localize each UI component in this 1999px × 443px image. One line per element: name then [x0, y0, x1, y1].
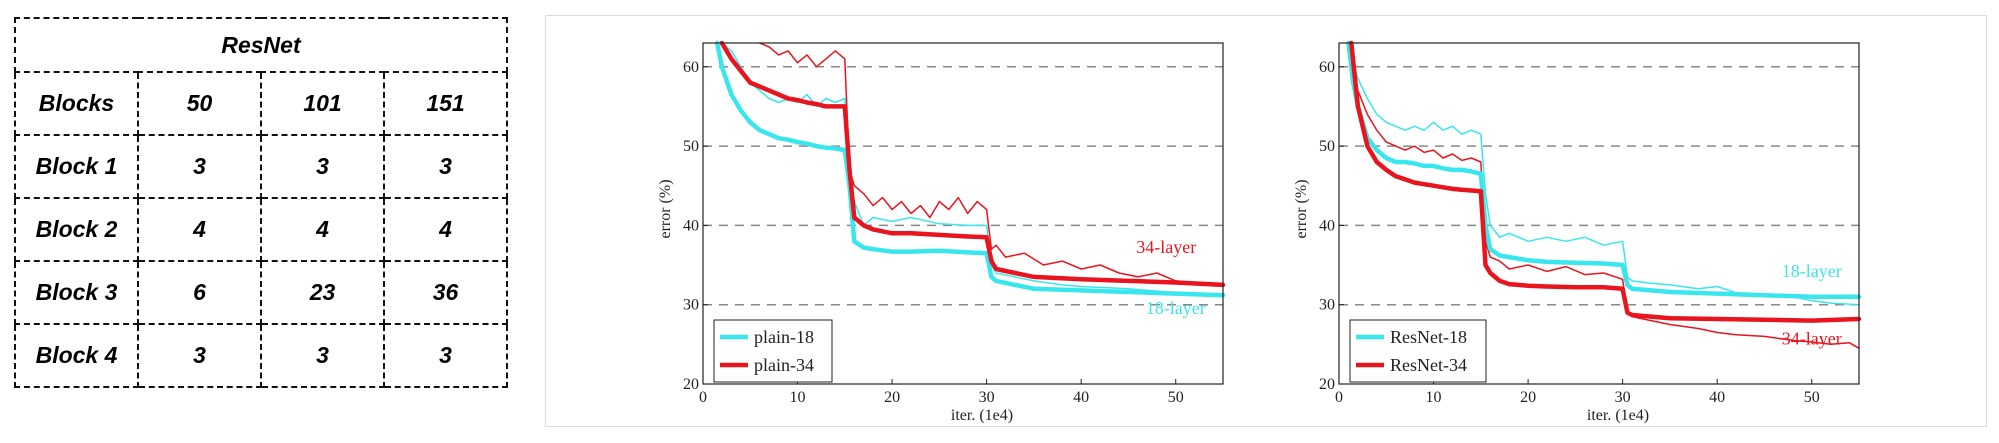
table-row-label: Block 4 [14, 323, 139, 388]
y-tick-label: 40 [683, 217, 699, 234]
series-line-resnet-34 [1349, 40, 1862, 323]
x-tick-label: 40 [1073, 389, 1089, 406]
x-tick-label: 20 [884, 389, 900, 406]
legend-label: plain-34 [754, 355, 814, 375]
training-error-charts: 0 10 20 30 40 50 20 30 40 50 60 iter. (1e4) error (%… [657, 40, 1862, 424]
table-header-cell: 151 [383, 71, 508, 136]
curve-annotation: 18-layer [1146, 298, 1206, 318]
y-tick-label: 30 [1319, 297, 1335, 314]
table-cell: 4 [260, 197, 385, 262]
series-line-thin-2 [1347, 42, 1860, 306]
x-tick-label: 0 [699, 389, 707, 406]
y-tick-label: 30 [683, 297, 699, 314]
x-tick-label: 20 [1520, 389, 1536, 406]
x-tick-label: 10 [1426, 389, 1442, 406]
table-cell: 4 [137, 197, 262, 262]
legend: plain-18 plain-34 [713, 319, 833, 383]
y-tick-label: 60 [683, 59, 699, 76]
table-cell: 3 [260, 134, 385, 199]
plot-frame [1338, 42, 1860, 385]
chart-2: 0 10 20 30 40 50 20 30 40 50 60 iter. (1e4) error (%… [1293, 40, 1862, 424]
table-row-label: Block 1 [14, 134, 139, 199]
table-title: ResNet [14, 17, 508, 73]
x-tick-label: 40 [1709, 389, 1725, 406]
x-tick-label: 50 [1168, 389, 1184, 406]
x-axis-label: iter. (1e4) [951, 407, 1013, 424]
training-curves-panel: 0 10 20 30 40 50 20 30 40 50 60 iter. (1e4) error (%… [545, 15, 1987, 427]
y-tick-label: 50 [683, 138, 699, 155]
table-header-cell: Blocks [14, 71, 139, 136]
table-cell: 3 [137, 134, 262, 199]
curve-annotation: 34-layer [1782, 328, 1842, 348]
table-title-row: ResNet [14, 17, 508, 73]
x-tick-label: 30 [1615, 389, 1631, 406]
series-line-plain-18 [714, 40, 1226, 298]
table-cell: 3 [137, 323, 262, 388]
table-cell: 3 [383, 323, 508, 388]
curve-annotation: 18-layer [1782, 261, 1842, 281]
table-cell: 36 [383, 260, 508, 325]
y-axis-label: error (%) [1293, 179, 1310, 238]
series-line-plain-34 [719, 40, 1226, 288]
x-axis-label: iter. (1e4) [1587, 407, 1649, 424]
y-axis-label: error (%) [657, 179, 674, 238]
y-tick-label: 40 [1319, 217, 1335, 234]
legend: ResNet-18 ResNet-34 [1349, 319, 1487, 383]
chart-1: 0 10 20 30 40 50 20 30 40 50 60 iter. (1e4) error (%… [657, 40, 1226, 424]
table-cell: 3 [383, 134, 508, 199]
x-tick-label: 30 [979, 389, 995, 406]
x-tick-label: 50 [1804, 389, 1820, 406]
table-cell: 3 [260, 323, 385, 388]
table-header-cell: 50 [137, 71, 262, 136]
y-tick-label: 20 [1319, 376, 1335, 393]
legend-box [713, 319, 833, 383]
legend-label: plain-18 [754, 327, 814, 347]
x-tick-label: 0 [1335, 389, 1343, 406]
table-row: Block 3 6 23 36 [14, 260, 508, 325]
legend-label: ResNet-34 [1390, 355, 1467, 375]
table-cell: 4 [383, 197, 508, 262]
table-cell: 23 [260, 260, 385, 325]
table-header-cell: 101 [260, 71, 385, 136]
y-tick-label: 20 [683, 376, 699, 393]
table-header-row: Blocks 50 101 151 [14, 71, 508, 136]
curve-annotation: 34-layer [1136, 237, 1196, 257]
series-line-thin-3 [1347, 42, 1860, 350]
plot-frame [702, 42, 1224, 385]
x-tick-label: 10 [790, 389, 806, 406]
table-cell: 6 [137, 260, 262, 325]
series-line-thin-3 [758, 42, 1224, 286]
table-row-label: Block 2 [14, 197, 139, 262]
y-tick-label: 60 [1319, 59, 1335, 76]
series-line-resnet-18 [1346, 40, 1862, 300]
series-line-thin-2 [721, 42, 1224, 298]
legend-box [1349, 319, 1487, 383]
y-tick-label: 50 [1319, 138, 1335, 155]
table-row-label: Block 3 [14, 260, 139, 325]
legend-label: ResNet-18 [1390, 327, 1467, 347]
